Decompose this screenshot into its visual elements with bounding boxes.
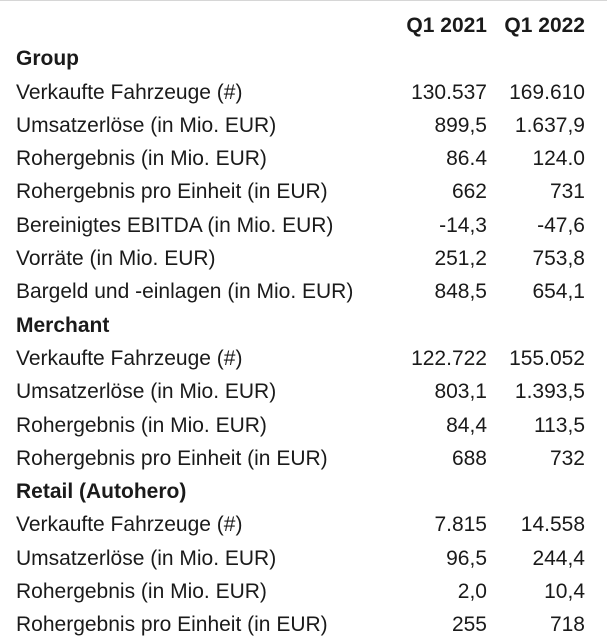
row-label: Bargeld und -einlagen (in Mio. EUR) xyxy=(16,280,354,304)
row-label: Verkaufte Fahrzeuge (#) xyxy=(16,513,243,537)
row-value-q1-2022: 1.393,5 xyxy=(514,380,585,404)
row-value-q1-2022: 1.637,9 xyxy=(514,113,585,137)
section-title: Group xyxy=(16,47,79,71)
row-value-q1-2021: 688 xyxy=(451,446,487,470)
table-row: Rohergebnis (in Mio. EUR) 86.4 124.0 xyxy=(0,142,607,175)
row-value-q1-2022: 718 xyxy=(549,613,585,637)
row-value-q1-2022: 124.0 xyxy=(532,147,585,171)
section-title: Merchant xyxy=(16,313,110,337)
row-label: Bereinigtes EBITDA (in Mio. EUR) xyxy=(16,213,334,237)
row-value-q1-2021: 130.537 xyxy=(411,80,487,104)
row-value-q1-2021: 122.722 xyxy=(411,346,487,370)
row-value-q1-2022: 732 xyxy=(549,446,585,470)
column-header-q1-2021: Q1 2021 xyxy=(406,14,487,37)
row-label: Rohergebnis (in Mio. EUR) xyxy=(16,147,267,171)
section-header-group: Group xyxy=(0,42,607,75)
row-label: Rohergebnis pro Einheit (in EUR) xyxy=(16,446,328,470)
row-value-q1-2021: 251,2 xyxy=(434,247,487,271)
table-row: Umsatzerlöse (in Mio. EUR) 899,5 1.637,9 xyxy=(0,109,607,142)
row-value-q1-2022: 155.052 xyxy=(509,346,585,370)
table-row: Umsatzerlöse (in Mio. EUR) 803,1 1.393,5 xyxy=(0,375,607,408)
row-value-q1-2022: 169.610 xyxy=(509,80,585,104)
table-row: Umsatzerlöse (in Mio. EUR) 96,5 244,4 xyxy=(0,542,607,575)
header-spacer xyxy=(16,9,389,42)
row-label: Verkaufte Fahrzeuge (#) xyxy=(16,346,243,370)
section-title: Retail (Autohero) xyxy=(16,480,187,504)
table-row: Vorräte (in Mio. EUR) 251,2 753,8 xyxy=(0,242,607,275)
section-header-retail-autohero: Retail (Autohero) xyxy=(0,475,607,508)
row-value-q1-2022: 753,8 xyxy=(532,247,585,271)
row-value-q1-2021: 848,5 xyxy=(434,280,487,304)
row-label: Rohergebnis pro Einheit (in EUR) xyxy=(16,180,328,204)
table-row: Bereinigtes EBITDA (in Mio. EUR) -14,3 -… xyxy=(0,209,607,242)
row-label: Umsatzerlöse (in Mio. EUR) xyxy=(16,380,277,404)
row-label: Verkaufte Fahrzeuge (#) xyxy=(16,80,243,104)
row-value-q1-2021: 2,0 xyxy=(457,580,487,604)
row-value-q1-2022: 654,1 xyxy=(532,280,585,304)
row-value-q1-2022: 10,4 xyxy=(544,580,585,604)
table-row: Rohergebnis pro Einheit (in EUR) 662 731 xyxy=(0,175,607,208)
row-value-q1-2022: 113,5 xyxy=(534,413,585,437)
table-row: Rohergebnis pro Einheit (in EUR) 688 732 xyxy=(0,442,607,475)
row-value-q1-2021: 7.815 xyxy=(434,513,487,537)
table-row: Verkaufte Fahrzeuge (#) 122.722 155.052 xyxy=(0,342,607,375)
row-value-q1-2022: 14.558 xyxy=(520,513,585,537)
row-value-q1-2021: -14,3 xyxy=(439,213,487,237)
table-row: Verkaufte Fahrzeuge (#) 7.815 14.558 xyxy=(0,508,607,541)
table-row: Bargeld und -einlagen (in Mio. EUR) 848,… xyxy=(0,275,607,308)
table-row: Rohergebnis pro Einheit (in EUR) 255 718 xyxy=(0,608,607,641)
row-value-q1-2021: 96,5 xyxy=(446,546,487,570)
table-header-row: Q1 2021 Q1 2022 xyxy=(0,9,607,42)
row-label: Vorräte (in Mio. EUR) xyxy=(16,247,216,271)
row-value-q1-2021: 803,1 xyxy=(434,380,487,404)
table-row: Rohergebnis (in Mio. EUR) 2,0 10,4 xyxy=(0,575,607,608)
row-value-q1-2021: 255 xyxy=(451,613,487,637)
row-label: Rohergebnis (in Mio. EUR) xyxy=(16,580,267,604)
row-value-q1-2022: 731 xyxy=(549,180,585,204)
row-value-q1-2022: 244,4 xyxy=(532,546,585,570)
row-value-q1-2021: 86.4 xyxy=(446,147,487,171)
row-label: Umsatzerlöse (in Mio. EUR) xyxy=(16,546,277,570)
table-row: Rohergebnis (in Mio. EUR) 84,4 113,5 xyxy=(0,409,607,442)
table-row: Verkaufte Fahrzeuge (#) 130.537 169.610 xyxy=(0,76,607,109)
row-value-q1-2022: -47,6 xyxy=(537,213,585,237)
row-value-q1-2021: 899,5 xyxy=(434,113,487,137)
row-label: Rohergebnis (in Mio. EUR) xyxy=(16,413,267,437)
column-header-q1-2022: Q1 2022 xyxy=(504,14,585,37)
row-value-q1-2021: 84,4 xyxy=(446,413,487,437)
row-label: Rohergebnis pro Einheit (in EUR) xyxy=(16,613,328,637)
section-header-merchant: Merchant xyxy=(0,309,607,342)
row-value-q1-2021: 662 xyxy=(451,180,487,204)
row-label: Umsatzerlöse (in Mio. EUR) xyxy=(16,113,277,137)
